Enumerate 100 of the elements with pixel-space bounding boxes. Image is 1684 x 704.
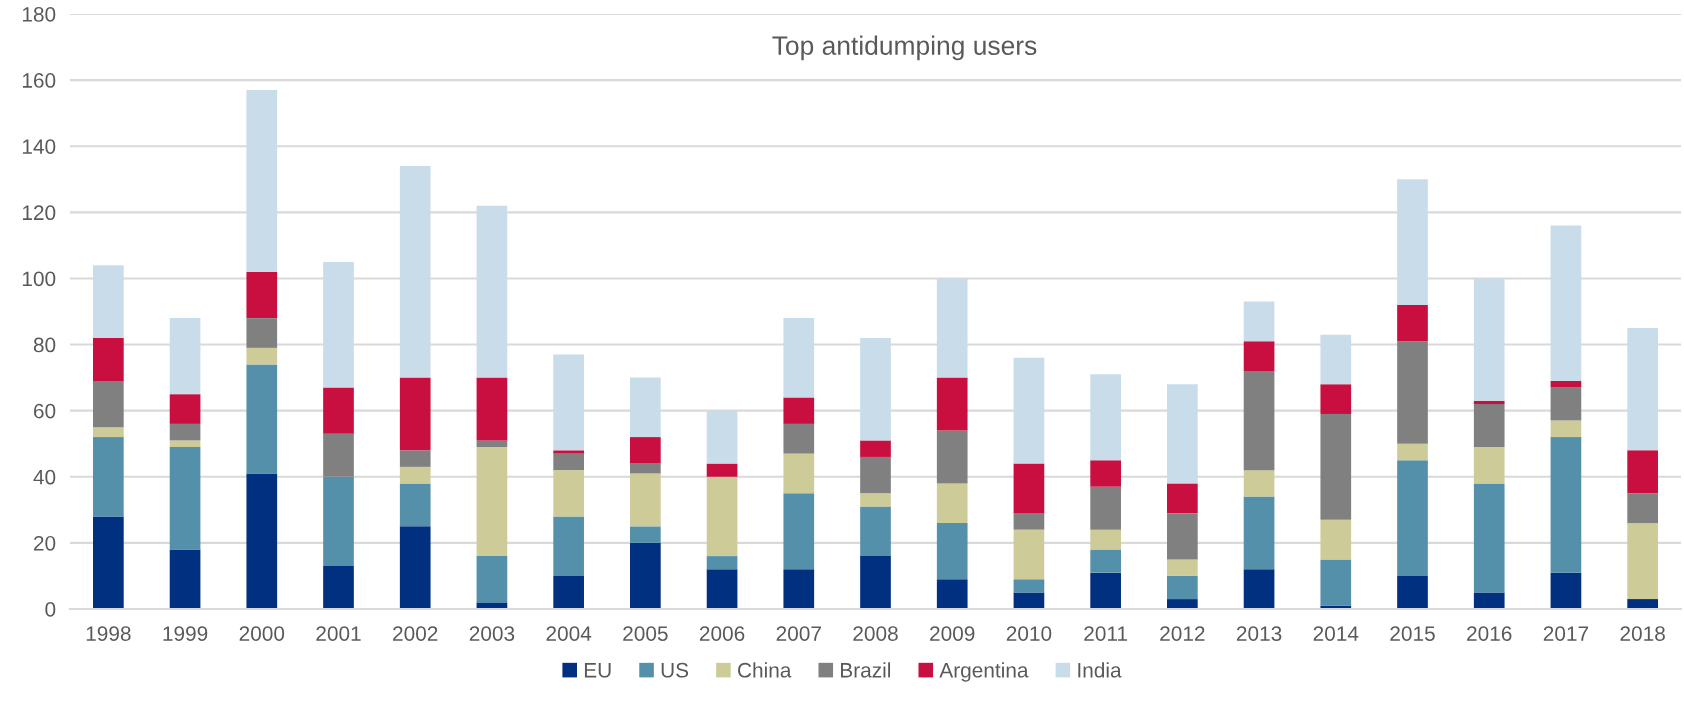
bar	[1550, 225, 1582, 381]
y-tick-label: 80	[33, 337, 56, 353]
bar	[93, 380, 124, 428]
bar	[783, 318, 815, 398]
bar	[1627, 523, 1658, 600]
x-tick-label: 2012	[1160, 626, 1205, 641]
bar	[783, 569, 815, 609]
bar	[1473, 400, 1505, 405]
bar	[169, 423, 201, 441]
bar	[169, 447, 201, 550]
bar	[553, 453, 584, 471]
bar	[553, 470, 584, 517]
bar	[169, 394, 201, 424]
bar	[1320, 334, 1352, 385]
bar	[399, 483, 431, 527]
bar	[1090, 549, 1121, 573]
bar	[630, 526, 661, 543]
bar	[1090, 572, 1121, 609]
legend-label: India	[1078, 662, 1122, 678]
bar	[860, 556, 891, 609]
bar	[169, 440, 201, 448]
bar	[1013, 579, 1045, 593]
bar	[1627, 450, 1658, 494]
bar	[706, 569, 738, 609]
bar	[1013, 357, 1045, 464]
bar	[1167, 513, 1198, 560]
bar	[246, 347, 278, 365]
bar	[399, 166, 431, 378]
bar	[1090, 486, 1121, 530]
bar	[399, 450, 431, 467]
x-tick-label: 2005	[623, 626, 668, 641]
bar	[783, 453, 815, 494]
bar	[860, 493, 891, 507]
bar	[936, 579, 968, 609]
bar	[1320, 519, 1352, 560]
bar	[630, 437, 661, 464]
bar	[93, 265, 124, 338]
bar	[1013, 592, 1045, 609]
x-tick-label: 2010	[1006, 626, 1052, 641]
y-tick-label: 20	[33, 535, 56, 551]
bar	[860, 337, 891, 441]
bar	[1397, 575, 1428, 609]
bar	[1550, 380, 1582, 388]
x-tick-label: 2017	[1543, 626, 1589, 641]
bar	[1167, 384, 1198, 484]
bar	[1550, 572, 1582, 609]
bar	[1473, 404, 1505, 448]
bar	[1013, 513, 1045, 530]
bar	[246, 364, 278, 474]
x-tick-label: 2002	[393, 626, 438, 641]
legend-label: Brazil	[841, 662, 891, 678]
bar	[1550, 387, 1582, 421]
bar	[1320, 384, 1352, 414]
bar	[1243, 371, 1275, 471]
bar	[246, 90, 278, 272]
x-tick-label: 2009	[930, 626, 975, 641]
bar	[1397, 443, 1428, 461]
legend-label: Argentina	[939, 662, 1029, 682]
bar	[246, 473, 278, 609]
bar	[1397, 179, 1428, 305]
bar	[399, 466, 431, 484]
bar	[1243, 301, 1275, 342]
bar	[936, 430, 968, 484]
bar	[476, 556, 508, 603]
bar	[553, 575, 584, 609]
bar	[1013, 463, 1045, 514]
bar	[1013, 529, 1045, 580]
bar	[476, 205, 508, 378]
bar	[476, 377, 508, 441]
bar	[1397, 304, 1428, 342]
bar	[936, 523, 968, 580]
bar	[1243, 569, 1275, 609]
bar	[936, 278, 968, 378]
legend-label: US	[661, 662, 689, 678]
bar	[1167, 559, 1198, 576]
bar	[169, 549, 201, 609]
bar	[476, 440, 508, 448]
bar	[399, 526, 431, 609]
bar	[1627, 493, 1658, 524]
bar	[1090, 529, 1121, 550]
bar	[783, 397, 815, 424]
bar	[323, 433, 354, 477]
y-tick-label: 160	[22, 73, 56, 88]
bar	[1397, 341, 1428, 444]
legend-label: EU	[584, 663, 611, 678]
bar	[706, 410, 738, 464]
bar	[323, 476, 354, 567]
x-tick-label: 2018	[1620, 626, 1665, 641]
bar	[323, 261, 354, 388]
x-tick-label: 2004	[546, 626, 592, 641]
y-tick-label: 140	[22, 139, 56, 154]
x-tick-label: 2011	[1084, 626, 1128, 641]
y-tick-label: 120	[22, 205, 56, 221]
bar	[936, 377, 968, 431]
bar	[706, 463, 738, 477]
bar	[1167, 483, 1198, 514]
bar	[553, 450, 584, 454]
text: Top antidumping users	[772, 35, 1037, 61]
legend-label: China	[738, 662, 792, 678]
x-tick-label: 2006	[699, 626, 745, 641]
